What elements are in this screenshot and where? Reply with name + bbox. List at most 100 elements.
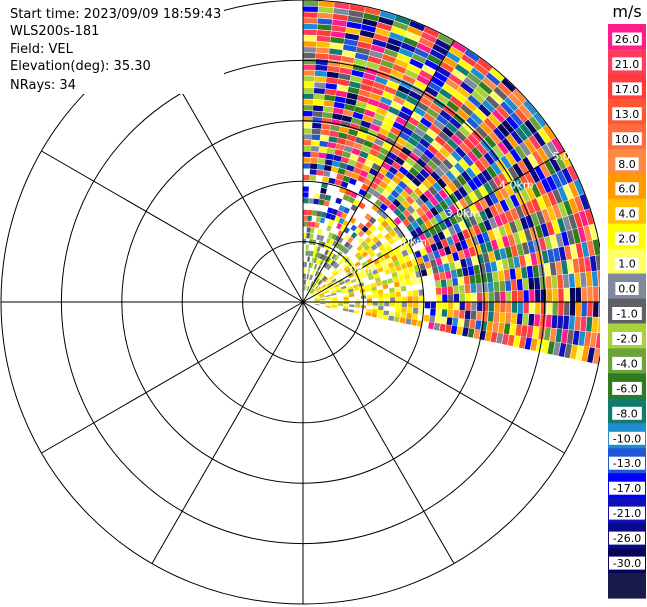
velocity-gate (344, 103, 356, 112)
velocity-gate (470, 67, 485, 81)
velocity-gate (357, 41, 372, 50)
colorbar-tick-box (609, 481, 645, 495)
velocity-gate (490, 261, 498, 272)
velocity-gate (333, 271, 339, 277)
velocity-gate (499, 280, 506, 292)
velocity-gate (315, 53, 329, 60)
velocity-gate (410, 111, 423, 122)
velocity-gate (423, 189, 434, 200)
velocity-gate (442, 228, 451, 238)
velocity-gate (429, 206, 439, 217)
velocity-gate (446, 253, 454, 263)
velocity-gate (372, 302, 378, 306)
velocity-gate (436, 114, 449, 126)
velocity-gate (561, 260, 569, 275)
velocity-gate (307, 250, 311, 257)
velocity-gate (418, 289, 425, 296)
velocity-gate (358, 188, 367, 197)
velocity-gate (450, 269, 458, 279)
colorbar-tick-box (609, 456, 645, 470)
velocity-gate (416, 101, 429, 112)
velocity-gate (423, 112, 436, 124)
velocity-gate (359, 270, 367, 276)
colorbar-segment (608, 323, 646, 350)
velocity-gate (337, 230, 344, 237)
velocity-gate (308, 198, 314, 204)
velocity-gate (366, 298, 373, 302)
velocity-gate (394, 156, 405, 166)
velocity-gate (515, 267, 522, 280)
velocity-gate (437, 231, 446, 241)
velocity-gate (369, 148, 379, 157)
velocity-gate (332, 240, 338, 247)
velocity-gate (314, 300, 320, 302)
velocity-gate (320, 135, 329, 142)
velocity-gate (439, 88, 453, 100)
velocity-gate (339, 281, 345, 286)
velocity-gate (535, 225, 544, 239)
velocity-gate (368, 275, 375, 281)
velocity-gate (303, 93, 314, 99)
velocity-gate (307, 268, 311, 274)
velocity-gate (348, 291, 354, 295)
velocity-gate (342, 194, 350, 202)
velocity-gate (358, 89, 371, 98)
colorbar-ticks: 26.0 21.0 17.0 13.0 10.0 8.0 6.0 4.0 2.0 1.0 0.0 -1… (609, 32, 645, 570)
velocity-gate (501, 235, 510, 248)
velocity-gate (399, 280, 406, 287)
velocity-gate (507, 166, 519, 180)
colorbar-tick-box (615, 182, 639, 196)
velocity-gate (347, 196, 356, 204)
velocity-gate (429, 216, 439, 227)
velocity-gate (313, 295, 319, 298)
velocity-gate (335, 287, 342, 292)
velocity-gate (540, 289, 547, 302)
velocity-gate (400, 312, 407, 319)
velocity-gate (375, 281, 382, 287)
velocity-gate (410, 132, 422, 143)
velocity-gate (378, 65, 392, 75)
velocity-gate (484, 262, 492, 273)
velocity-gate (551, 315, 558, 329)
velocity-gate (383, 48, 399, 58)
velocity-gate (316, 210, 323, 217)
velocity-gate (369, 92, 382, 102)
velocity-gate (360, 83, 373, 92)
velocity-gate (311, 134, 321, 141)
velocity-gate (320, 302, 326, 305)
velocity-gate (409, 272, 416, 279)
velocity-gate (419, 69, 433, 81)
velocity-gate (480, 139, 492, 152)
velocity-gate (367, 55, 382, 65)
velocity-gate (314, 298, 320, 301)
colorbar-segment (608, 173, 646, 200)
velocity-gate (304, 279, 307, 285)
velocity-gate (303, 122, 313, 128)
velocity-gate (442, 302, 448, 310)
velocity-gate (457, 318, 465, 328)
velocity-gate (409, 20, 426, 32)
colorbar-segment (608, 398, 646, 424)
velocity-gate (452, 112, 466, 125)
velocity-gate (544, 236, 553, 250)
velocity-gate (418, 232, 427, 242)
velocity-gate (357, 230, 365, 238)
colorbar-tick-label: -1.0 (616, 308, 637, 321)
velocity-gate (369, 123, 381, 133)
velocity-gate (372, 190, 381, 199)
velocity-gates (303, 0, 600, 365)
velocity-gate (564, 245, 572, 260)
velocity-gate (334, 179, 343, 186)
velocity-gate (448, 261, 456, 271)
velocity-gate (484, 135, 497, 149)
velocity-gate (467, 179, 478, 191)
velocity-gate (369, 224, 377, 233)
velocity-gate (468, 246, 477, 257)
velocity-gate (462, 182, 473, 195)
velocity-gate (463, 275, 470, 285)
velocity-gate (441, 309, 448, 317)
velocity-gate (497, 141, 509, 155)
velocity-gate (341, 115, 353, 123)
colorbar-tick-box (612, 406, 642, 420)
velocity-gate (311, 257, 315, 263)
